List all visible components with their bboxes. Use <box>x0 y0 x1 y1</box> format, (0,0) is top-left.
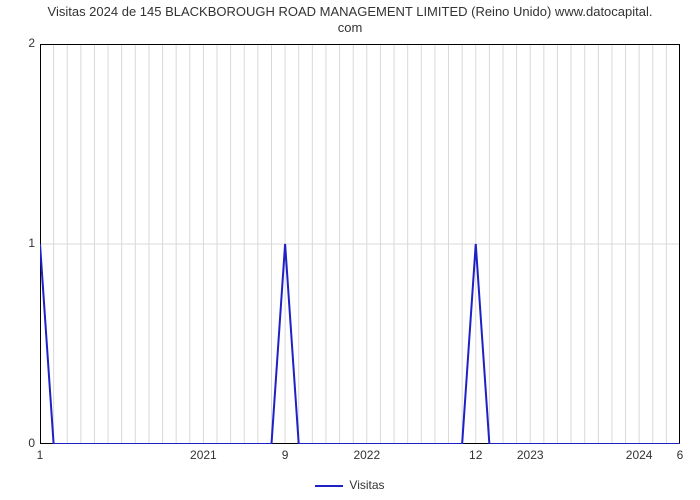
chart-title-line1: Visitas 2024 de 145 BLACKBOROUGH ROAD MA… <box>48 4 653 19</box>
x-tick-label: 2023 <box>517 448 544 462</box>
x-tick-label: 12 <box>469 448 482 462</box>
plot-area <box>40 44 680 444</box>
grid-horizontal <box>40 44 680 444</box>
y-tick-label: 0 <box>5 436 35 450</box>
plot-svg <box>40 44 680 444</box>
chart-container: Visitas 2024 de 145 BLACKBOROUGH ROAD MA… <box>0 0 700 500</box>
x-tick-label: 9 <box>282 448 289 462</box>
chart-title-line2: com <box>338 20 363 35</box>
legend-swatch <box>315 485 343 487</box>
x-tick-label: 2021 <box>190 448 217 462</box>
x-tick-label: 6 <box>677 448 684 462</box>
x-tick-label: 1 <box>37 448 44 462</box>
y-tick-label: 1 <box>5 236 35 250</box>
x-tick-label: 2022 <box>353 448 380 462</box>
series-line <box>40 244 680 444</box>
y-tick-label: 2 <box>5 36 35 50</box>
x-tick-label: 2024 <box>626 448 653 462</box>
chart-title: Visitas 2024 de 145 BLACKBOROUGH ROAD MA… <box>0 4 700 37</box>
legend-label: Visitas <box>349 478 384 492</box>
legend: Visitas <box>0 478 700 492</box>
